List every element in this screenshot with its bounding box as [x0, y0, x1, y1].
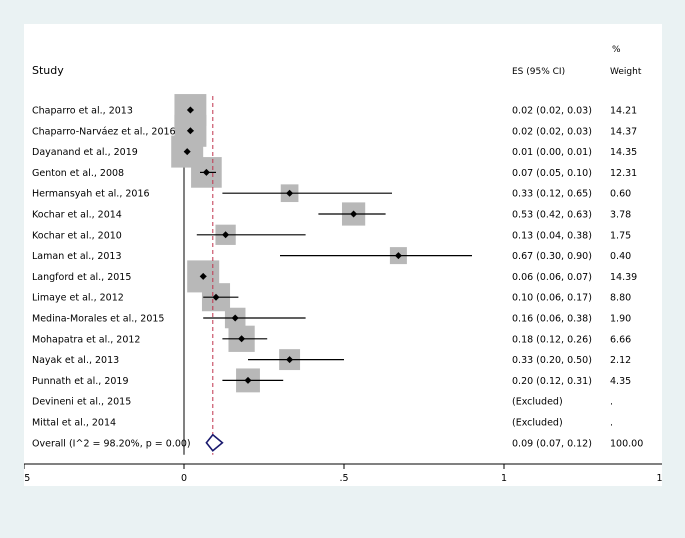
x-axis-tick-label: -.5	[24, 473, 30, 484]
forest-plot-panel: Study ES (95% CI)% Weight Chaparro et al., …	[24, 24, 662, 486]
study-label: Dayanand et al., 2019	[32, 147, 138, 158]
study-weight-text: 2.12	[610, 355, 631, 366]
study-weight-text: 6.66	[610, 334, 631, 345]
study-weight-text: 14.35	[610, 147, 637, 158]
study-label: Mohapatra et al., 2012	[32, 334, 140, 345]
study-weight-text: .	[610, 397, 613, 408]
study-weight-text: 12.31	[610, 168, 637, 179]
study-es-text: (Excluded)	[512, 397, 563, 408]
study-es-text: 0.13 (0.04, 0.38)	[512, 230, 592, 241]
study-es-text: 0.02 (0.02, 0.03)	[512, 106, 592, 117]
point-estimate	[394, 252, 402, 260]
point-estimate	[238, 335, 246, 343]
overall-diamond	[205, 433, 224, 452]
overall-weight-text: 100.00	[610, 438, 643, 449]
study-es-text: 0.20 (0.12, 0.31)	[512, 376, 592, 387]
point-estimate	[231, 314, 239, 322]
point-estimate	[183, 148, 191, 156]
header-study: Study	[32, 64, 64, 77]
header-weight-percent: %	[612, 45, 621, 55]
study-label: Devineni et al., 2015	[32, 397, 131, 408]
x-axis-tick-label: .5	[339, 473, 348, 484]
point-estimate	[186, 127, 194, 135]
overall-es-text: 0.09 (0.07, 0.12)	[512, 438, 592, 449]
study-es-text: (Excluded)	[512, 418, 563, 429]
point-estimate	[212, 293, 220, 301]
header-es: ES (95% CI)	[512, 67, 565, 77]
point-estimate	[222, 231, 230, 239]
point-estimate	[286, 189, 294, 197]
x-axis-tick-label: 0	[181, 473, 187, 484]
study-weight-text: 0.60	[610, 189, 631, 200]
study-weight-text: 1.90	[610, 314, 631, 325]
study-weight-text: 3.78	[610, 210, 631, 221]
study-label: Nayak et al., 2013	[32, 355, 119, 366]
study-label: Chaparro et al., 2013	[32, 106, 133, 117]
point-estimate	[199, 272, 207, 280]
study-label: Hermansyah et al., 2016	[32, 189, 150, 200]
study-weight-text: .	[610, 418, 613, 429]
point-estimate	[186, 106, 194, 114]
study-label: Limaye et al., 2012	[32, 293, 124, 304]
study-label: Kochar et al., 2010	[32, 230, 122, 241]
study-es-text: 0.67 (0.30, 0.90)	[512, 251, 592, 262]
study-es-text: 0.02 (0.02, 0.03)	[512, 126, 592, 137]
study-weight-text: 4.35	[610, 376, 631, 387]
study-es-text: 0.07 (0.05, 0.10)	[512, 168, 592, 179]
study-label: Laman et al., 2013	[32, 251, 122, 262]
study-es-text: 0.01 (0.00, 0.01)	[512, 147, 592, 158]
point-estimate	[202, 168, 210, 176]
study-label: Langford et al., 2015	[32, 272, 131, 283]
study-es-text: 0.18 (0.12, 0.26)	[512, 334, 592, 345]
study-label: Punnath et al., 2019	[32, 376, 129, 387]
study-es-text: 0.53 (0.42, 0.63)	[512, 210, 592, 221]
study-weight-text: 0.40	[610, 251, 631, 262]
overall-label: Overall (I^2 = 98.20%, p = 0.00)	[32, 438, 191, 449]
study-weight-text: 14.21	[610, 106, 637, 117]
study-es-text: 0.10 (0.06, 0.17)	[512, 293, 592, 304]
study-es-text: 0.33 (0.20, 0.50)	[512, 355, 592, 366]
study-label: Medina-Morales et al., 2015	[32, 314, 164, 325]
study-label: Genton et al., 2008	[32, 168, 124, 179]
x-axis-tick-label: 1	[501, 473, 507, 484]
study-label: Chaparro-Narváez et al., 2016	[32, 126, 176, 137]
x-axis-tick-label: 1.5	[656, 473, 662, 484]
study-es-text: 0.16 (0.06, 0.38)	[512, 314, 592, 325]
forest-plot: Study ES (95% CI)% Weight Chaparro et al., …	[24, 45, 662, 484]
study-label: Mittal et al., 2014	[32, 418, 116, 429]
study-weight-text: 14.39	[610, 272, 637, 283]
study-es-text: 0.33 (0.12, 0.65)	[512, 189, 592, 200]
point-estimate	[286, 356, 294, 364]
study-label: Kochar et al., 2014	[32, 210, 122, 221]
point-estimate	[350, 210, 358, 218]
study-weight-text: 14.37	[610, 126, 637, 137]
header-weight: Weight	[610, 67, 642, 77]
point-estimate	[244, 376, 252, 384]
study-es-text: 0.06 (0.06, 0.07)	[512, 272, 592, 283]
study-weight-text: 8.80	[610, 293, 631, 304]
study-weight-text: 1.75	[610, 230, 631, 241]
